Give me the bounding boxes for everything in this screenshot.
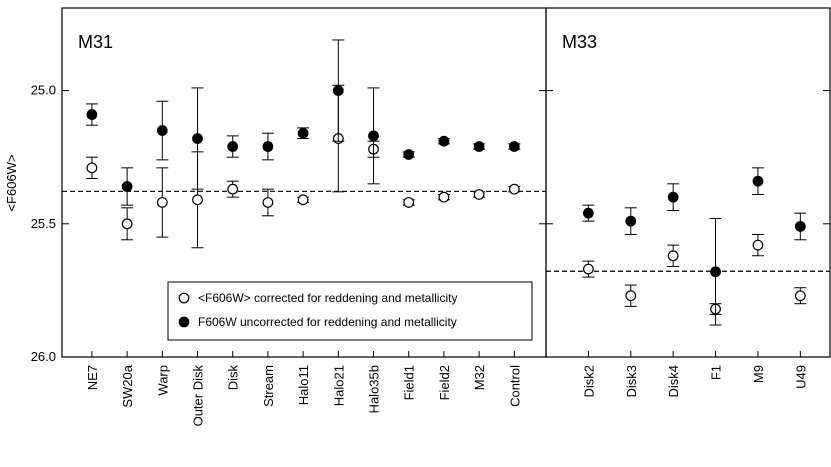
- data-point: [121, 181, 133, 192]
- data-point: [368, 130, 379, 142]
- x-tick-label: Halo11: [296, 365, 311, 405]
- x-tick-label: F1: [709, 365, 724, 380]
- x-tick-label: Halo21: [331, 365, 346, 406]
- legend-label: F606W uncorrected for reddening and meta…: [198, 315, 457, 329]
- x-tick-label: Outer Disk: [191, 365, 206, 427]
- legend-label: <F606W> corrected for reddening and meta…: [198, 291, 457, 305]
- data-point: [752, 175, 764, 187]
- x-tick-label: Stream: [261, 365, 276, 407]
- y-tick-label: 25.5: [31, 216, 56, 231]
- x-tick-label: SW20a: [120, 364, 135, 407]
- data-point: [262, 141, 274, 152]
- legend-marker: [178, 292, 190, 304]
- data-point: [192, 133, 203, 144]
- x-tick-label: Disk3: [624, 365, 639, 398]
- x-tick-label: M9: [751, 365, 766, 383]
- x-tick-label: Field1: [402, 365, 417, 400]
- data-point: [710, 266, 721, 278]
- data-point: [625, 290, 637, 302]
- data-point: [121, 218, 133, 230]
- x-tick-label: Halo35b: [367, 365, 382, 413]
- data-point: [438, 135, 450, 147]
- data-point: [667, 250, 679, 262]
- data-point: [508, 141, 520, 152]
- data-point: [582, 263, 594, 275]
- data-point: [192, 194, 203, 206]
- panel-label: M33: [562, 32, 597, 52]
- data-point: [227, 141, 239, 152]
- x-tick-label: M32: [472, 365, 487, 390]
- panel-label: M31: [78, 32, 113, 52]
- data-point: [297, 127, 309, 139]
- x-tick-label: Disk4: [666, 365, 681, 398]
- x-tick-label: Control: [507, 365, 522, 407]
- data-point: [262, 197, 274, 208]
- data-point: [794, 290, 806, 302]
- x-tick-label: NE7: [85, 365, 100, 390]
- data-point: [582, 207, 594, 219]
- data-point: [403, 149, 415, 160]
- y-tick-label: 25.0: [31, 83, 56, 98]
- x-tick-label: Warp: [155, 365, 170, 396]
- data-point: [473, 141, 485, 152]
- x-tick-label: Field2: [437, 365, 452, 400]
- data-point: [86, 109, 98, 120]
- data-point: [794, 221, 806, 232]
- x-tick-label: Disk2: [581, 365, 596, 398]
- data-point: [625, 215, 637, 227]
- y-tick-label: 26.0: [31, 349, 56, 364]
- data-point: [156, 125, 168, 136]
- x-tick-label: U49: [793, 365, 808, 389]
- data-point: [332, 85, 344, 96]
- data-point: [438, 191, 450, 203]
- data-point: [508, 183, 520, 195]
- data-point: [156, 197, 168, 208]
- data-point: [667, 191, 679, 203]
- data-point: [297, 194, 309, 206]
- legend-marker: [178, 316, 190, 328]
- y-axis-label: <F606W>: [4, 154, 19, 211]
- data-point: [473, 189, 485, 200]
- legend-box: [167, 281, 533, 341]
- data-point: [86, 162, 98, 174]
- data-point: [227, 183, 239, 195]
- plot-frame: [545, 7, 831, 358]
- x-tick-label: Disk: [226, 365, 241, 391]
- data-point: [403, 197, 415, 208]
- data-point: [752, 239, 764, 251]
